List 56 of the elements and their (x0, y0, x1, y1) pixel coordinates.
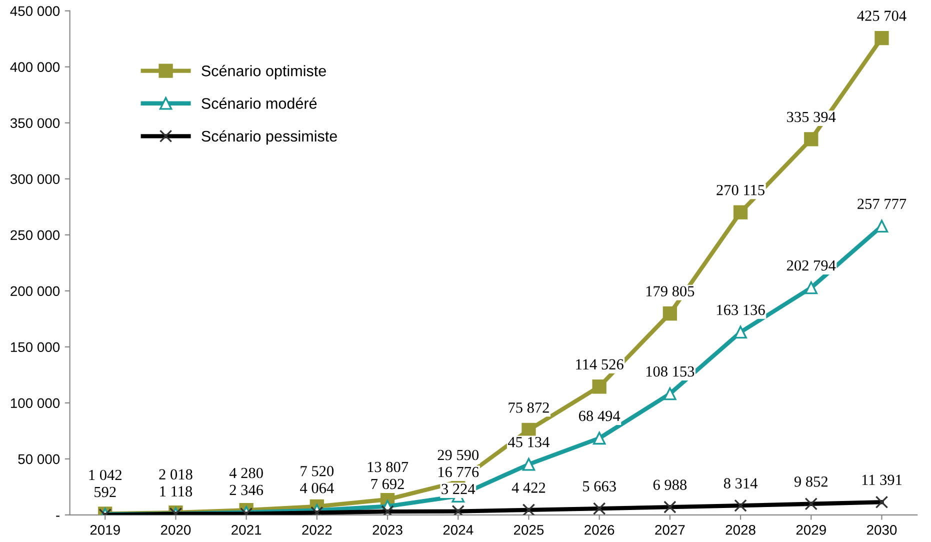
x-tick-label: 2029 (796, 524, 826, 535)
x-tick-label: 2026 (584, 524, 614, 535)
data-label: 4 064 (300, 482, 334, 494)
data-label: 179 805 (646, 286, 694, 296)
y-tick-label: 200 000 (10, 286, 60, 296)
data-label: 75 872 (508, 402, 549, 413)
data-label: 11 391 (862, 474, 902, 486)
x-tick-label: 2030 (866, 524, 897, 535)
legend-label: Scénario modéré (202, 97, 317, 109)
data-label: 1 042 (89, 470, 122, 480)
y-tick-label: 450 000 (10, 6, 60, 16)
data-label: 114 526 (576, 359, 624, 370)
x-tick-label: 2020 (160, 524, 191, 535)
data-label: 592 (94, 486, 116, 498)
y-tick-label: 350 000 (10, 118, 60, 128)
data-label: 45 134 (508, 436, 550, 448)
x-tick-label: 2024 (443, 524, 474, 535)
x-tick-label: 2021 (232, 524, 262, 535)
x-tick-label: 2019 (90, 524, 120, 535)
y-tick-label: 400 000 (10, 62, 60, 72)
data-label: 4 280 (229, 468, 263, 478)
data-label: 7 692 (371, 478, 404, 490)
data-label: 202 794 (786, 260, 836, 271)
data-label: 270 115 (716, 184, 764, 196)
y-tick-label: 100 000 (10, 398, 60, 408)
legend-label: Scénario pessimiste (202, 130, 337, 145)
data-label: 3 224 (442, 484, 476, 494)
x-tick-label: 2023 (372, 524, 402, 535)
data-label: 1 118 (160, 486, 192, 497)
data-label: 163 136 (717, 304, 765, 316)
data-label: 335 394 (787, 112, 836, 122)
data-label: 29 590 (438, 450, 479, 460)
data-label: 9 852 (794, 476, 828, 487)
x-tick-label: 2027 (655, 524, 685, 535)
y-tick-label: - (56, 516, 60, 517)
data-label: 2 018 (159, 469, 192, 480)
y-tick-label: 250 000 (10, 230, 60, 240)
legend-label: Scénario optimiste (202, 64, 326, 80)
data-label: 108 153 (646, 366, 694, 377)
y-tick-label: 300 000 (10, 174, 60, 184)
data-label: 4 422 (512, 482, 546, 493)
x-tick-label: 2022 (302, 524, 332, 535)
data-label: 68 494 (578, 410, 620, 422)
x-tick-label: 2025 (514, 524, 544, 535)
data-label: 13 807 (368, 462, 408, 472)
data-label: 425 704 (857, 10, 906, 21)
data-label: 16 776 (438, 466, 479, 478)
x-tick-label: 2028 (726, 524, 756, 535)
data-label: 2 346 (230, 484, 264, 496)
data-label: 5 663 (583, 481, 616, 492)
data-label: 7 520 (300, 466, 334, 476)
y-tick-label: 50 000 (18, 454, 60, 464)
y-tick-label: 150 000 (10, 342, 60, 352)
data-label: 6 988 (653, 480, 687, 490)
data-label: 257 777 (858, 198, 906, 210)
data-label: 8 314 (724, 478, 758, 488)
